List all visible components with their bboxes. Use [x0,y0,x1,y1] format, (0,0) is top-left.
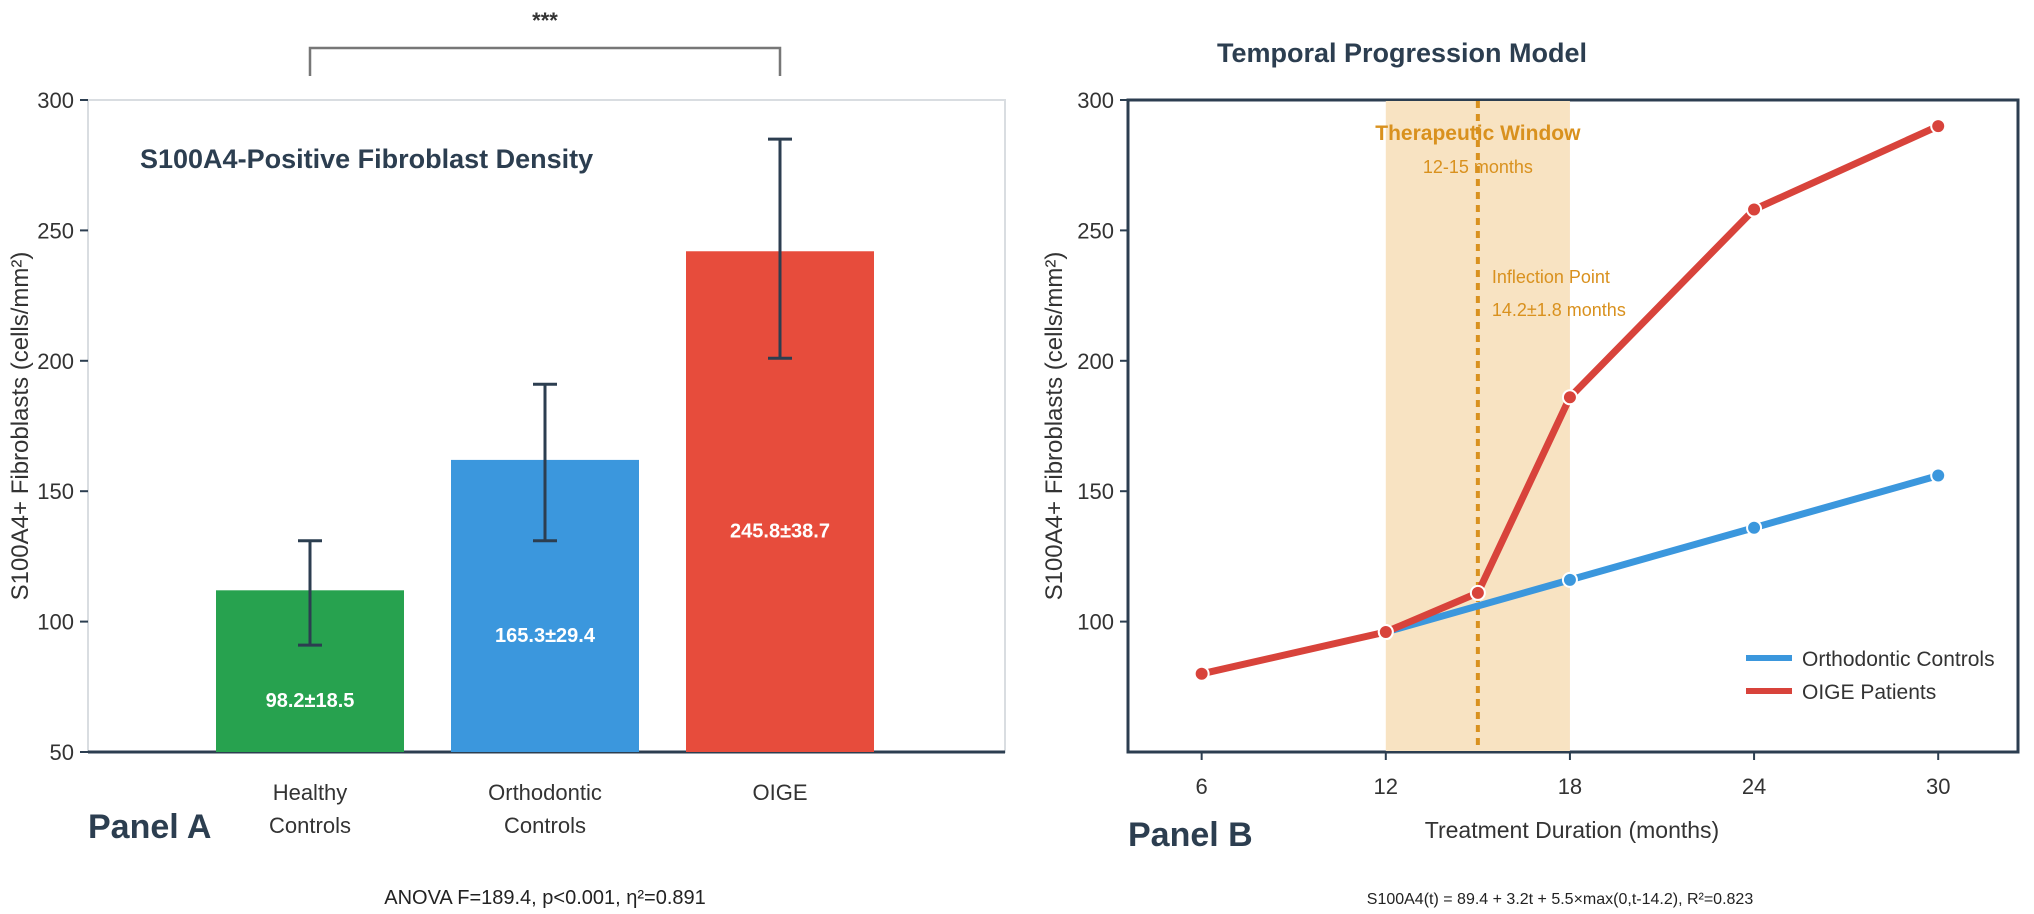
panel-b-y-tick-label: 250 [1077,218,1114,243]
legend-label-orthodontic-controls: Orthodontic Controls [1802,648,1995,671]
data-point-oige-patients [1746,201,1763,218]
panel-a-title: S100A4-Positive Fibroblast Density [140,144,593,174]
panel-a-label: Panel A [88,808,211,846]
bar-value-label-healthy-controls: 98.2±18.5 [266,690,355,712]
data-point-oige-patients [1930,118,1947,135]
panel-b-y-tick-label: 100 [1077,610,1114,635]
panel-b-x-tick-label: 6 [1196,774,1208,799]
significance-stars: *** [532,8,558,33]
panel-b-footnote: S100A4(t) = 89.4 + 3.2t + 5.5×max(0,t-14… [1367,891,1754,908]
panel-a-y-tick-label: 250 [37,218,74,243]
panel-b-x-tick-label: 24 [1742,774,1766,799]
category-label-healthy-controls: Controls [269,813,351,838]
panel-b: Temporal Progression Model 100 150 200 250 3… [1041,38,2020,908]
bar-value-label-oige: 245.8±38.7 [730,521,830,543]
panel-a-y-tick-label: 100 [37,610,74,635]
significance-bracket [308,46,782,76]
category-label-oige: OIGE [752,780,807,805]
panel-a-footnote: ANOVA F=189.4, p<0.001, η²=0.891 [384,887,706,909]
data-point-oige-patients [1469,584,1486,601]
data-point-orthodontic-controls [1561,571,1578,588]
panel-a-y-label: S100A4+ Fibroblasts (cells/mm²) [7,252,34,601]
panel-b-y-tick-label: 150 [1077,479,1114,504]
panel-b-x-tick-label: 30 [1926,774,1950,799]
legend-label-oige-patients: OIGE Patients [1802,681,1936,704]
panel-b-x-tick-label: 18 [1558,774,1582,799]
series-line-orthodontic-controls [1382,472,1942,636]
data-point-oige-patients [1561,389,1578,406]
panel-b-y-tick-label: 300 [1077,88,1114,113]
panel-a: 50 100 150 200 250 300 98.2±18.5 165.3±29.4 245… [7,8,1006,909]
panel-a-y-tick-label: 50 [50,740,74,765]
therapeutic-window-label: Therapeutic Window [1375,122,1581,145]
panel-b-plot-frame [1126,98,2020,754]
category-label-orthodontic-controls: Controls [504,813,586,838]
data-point-oige-patients [1193,665,1210,682]
panel-b-title: Temporal Progression Model [1217,38,1587,68]
panel-a-y-tick-label: 150 [37,479,74,504]
panel-b-x-label: Treatment Duration (months) [1425,817,1719,843]
series-line-oige-patients [1198,122,1942,678]
panel-b-y-tick-label: 200 [1077,349,1114,374]
data-point-orthodontic-controls [1746,519,1763,536]
category-label-healthy-controls: Healthy [273,780,348,805]
legend: Orthodontic Controls OIGE Patients [1746,648,1995,704]
data-point-oige-patients [1377,624,1394,641]
panel-b-x-tick-label: 12 [1374,774,1398,799]
panel-a-y-tick-label: 300 [37,88,74,113]
data-point-orthodontic-controls [1930,467,1947,484]
inflection-point-value: 14.2±1.8 months [1492,300,1626,320]
category-label-orthodontic-controls: Orthodontic [488,780,602,805]
panel-b-y-label: S100A4+ Fibroblasts (cells/mm²) [1041,252,1068,601]
panel-b-label: Panel B [1128,816,1253,854]
bar-value-label-orthodontic-controls: 165.3±29.4 [495,625,596,647]
panel-a-y-tick-label: 200 [37,349,74,374]
inflection-point-label: Inflection Point [1492,267,1610,287]
therapeutic-window-sublabel: 12-15 months [1423,157,1533,177]
